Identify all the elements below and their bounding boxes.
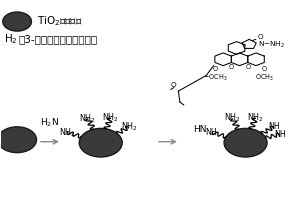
Text: NH$_2$: NH$_2$ [58,126,76,139]
Text: NH$_2$: NH$_2$ [247,111,264,124]
Text: O: O [257,34,263,40]
Text: NH: NH [268,122,280,131]
Text: O: O [262,66,267,72]
Text: NH$_2$: NH$_2$ [224,112,241,124]
Text: $-$OCH$_3$: $-$OCH$_3$ [202,73,227,83]
Circle shape [0,127,37,153]
Text: H$_2$N: H$_2$N [40,116,59,129]
Text: NH$_2$: NH$_2$ [102,112,119,124]
Text: OCH$_3$: OCH$_3$ [255,73,274,83]
Text: N$-$NH$_2$: N$-$NH$_2$ [258,40,285,50]
Text: NH$_2$: NH$_2$ [121,121,138,133]
Text: O: O [229,64,234,70]
Text: O: O [212,66,218,72]
Text: HN: HN [193,125,207,134]
Text: NH: NH [274,130,286,139]
Text: NH$_2$: NH$_2$ [79,112,96,125]
Text: H$_2$: H$_2$ [4,33,17,46]
Text: O: O [170,82,176,88]
Circle shape [224,128,267,157]
Circle shape [79,128,122,157]
Text: NH: NH [206,128,217,137]
Text: （3-氨丙基）三甲氧基硅烷: （3-氨丙基）三甲氧基硅烷 [19,34,98,44]
Circle shape [3,12,32,31]
Text: O: O [245,64,250,70]
Text: TiO$_2$纳米颗粒: TiO$_2$纳米颗粒 [37,15,82,28]
